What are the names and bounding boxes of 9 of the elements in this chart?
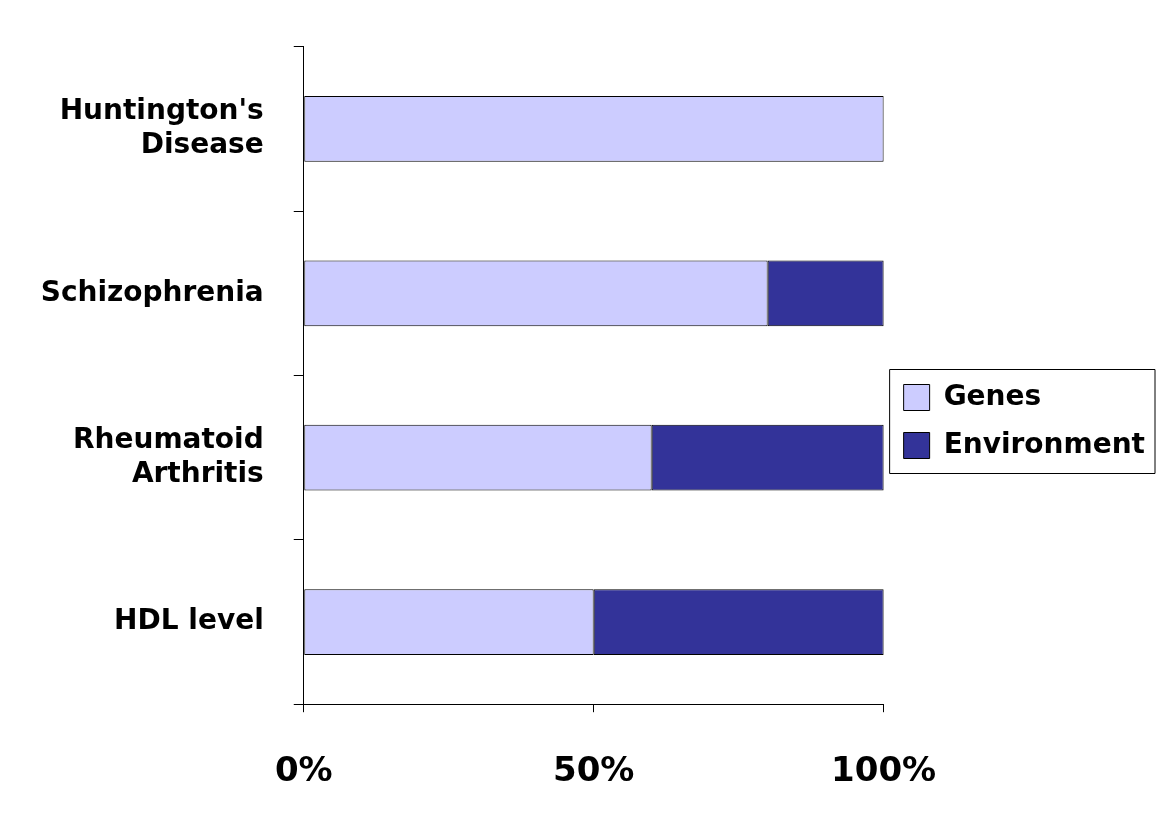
y-tick-label: Schizophrenia xyxy=(40,274,264,308)
x-tick-label: 100% xyxy=(831,749,937,790)
legend-label: Genes xyxy=(943,378,1042,412)
x-tick-label: 0% xyxy=(274,749,333,790)
y-tick-label: Rheumatoid Arthritis xyxy=(73,422,264,489)
y-tick-label: Huntington's Disease xyxy=(59,93,264,161)
legend-label: Environment xyxy=(943,426,1145,460)
y-tick-label: HDL level xyxy=(114,603,264,637)
x-tick-label: 50% xyxy=(552,749,635,790)
